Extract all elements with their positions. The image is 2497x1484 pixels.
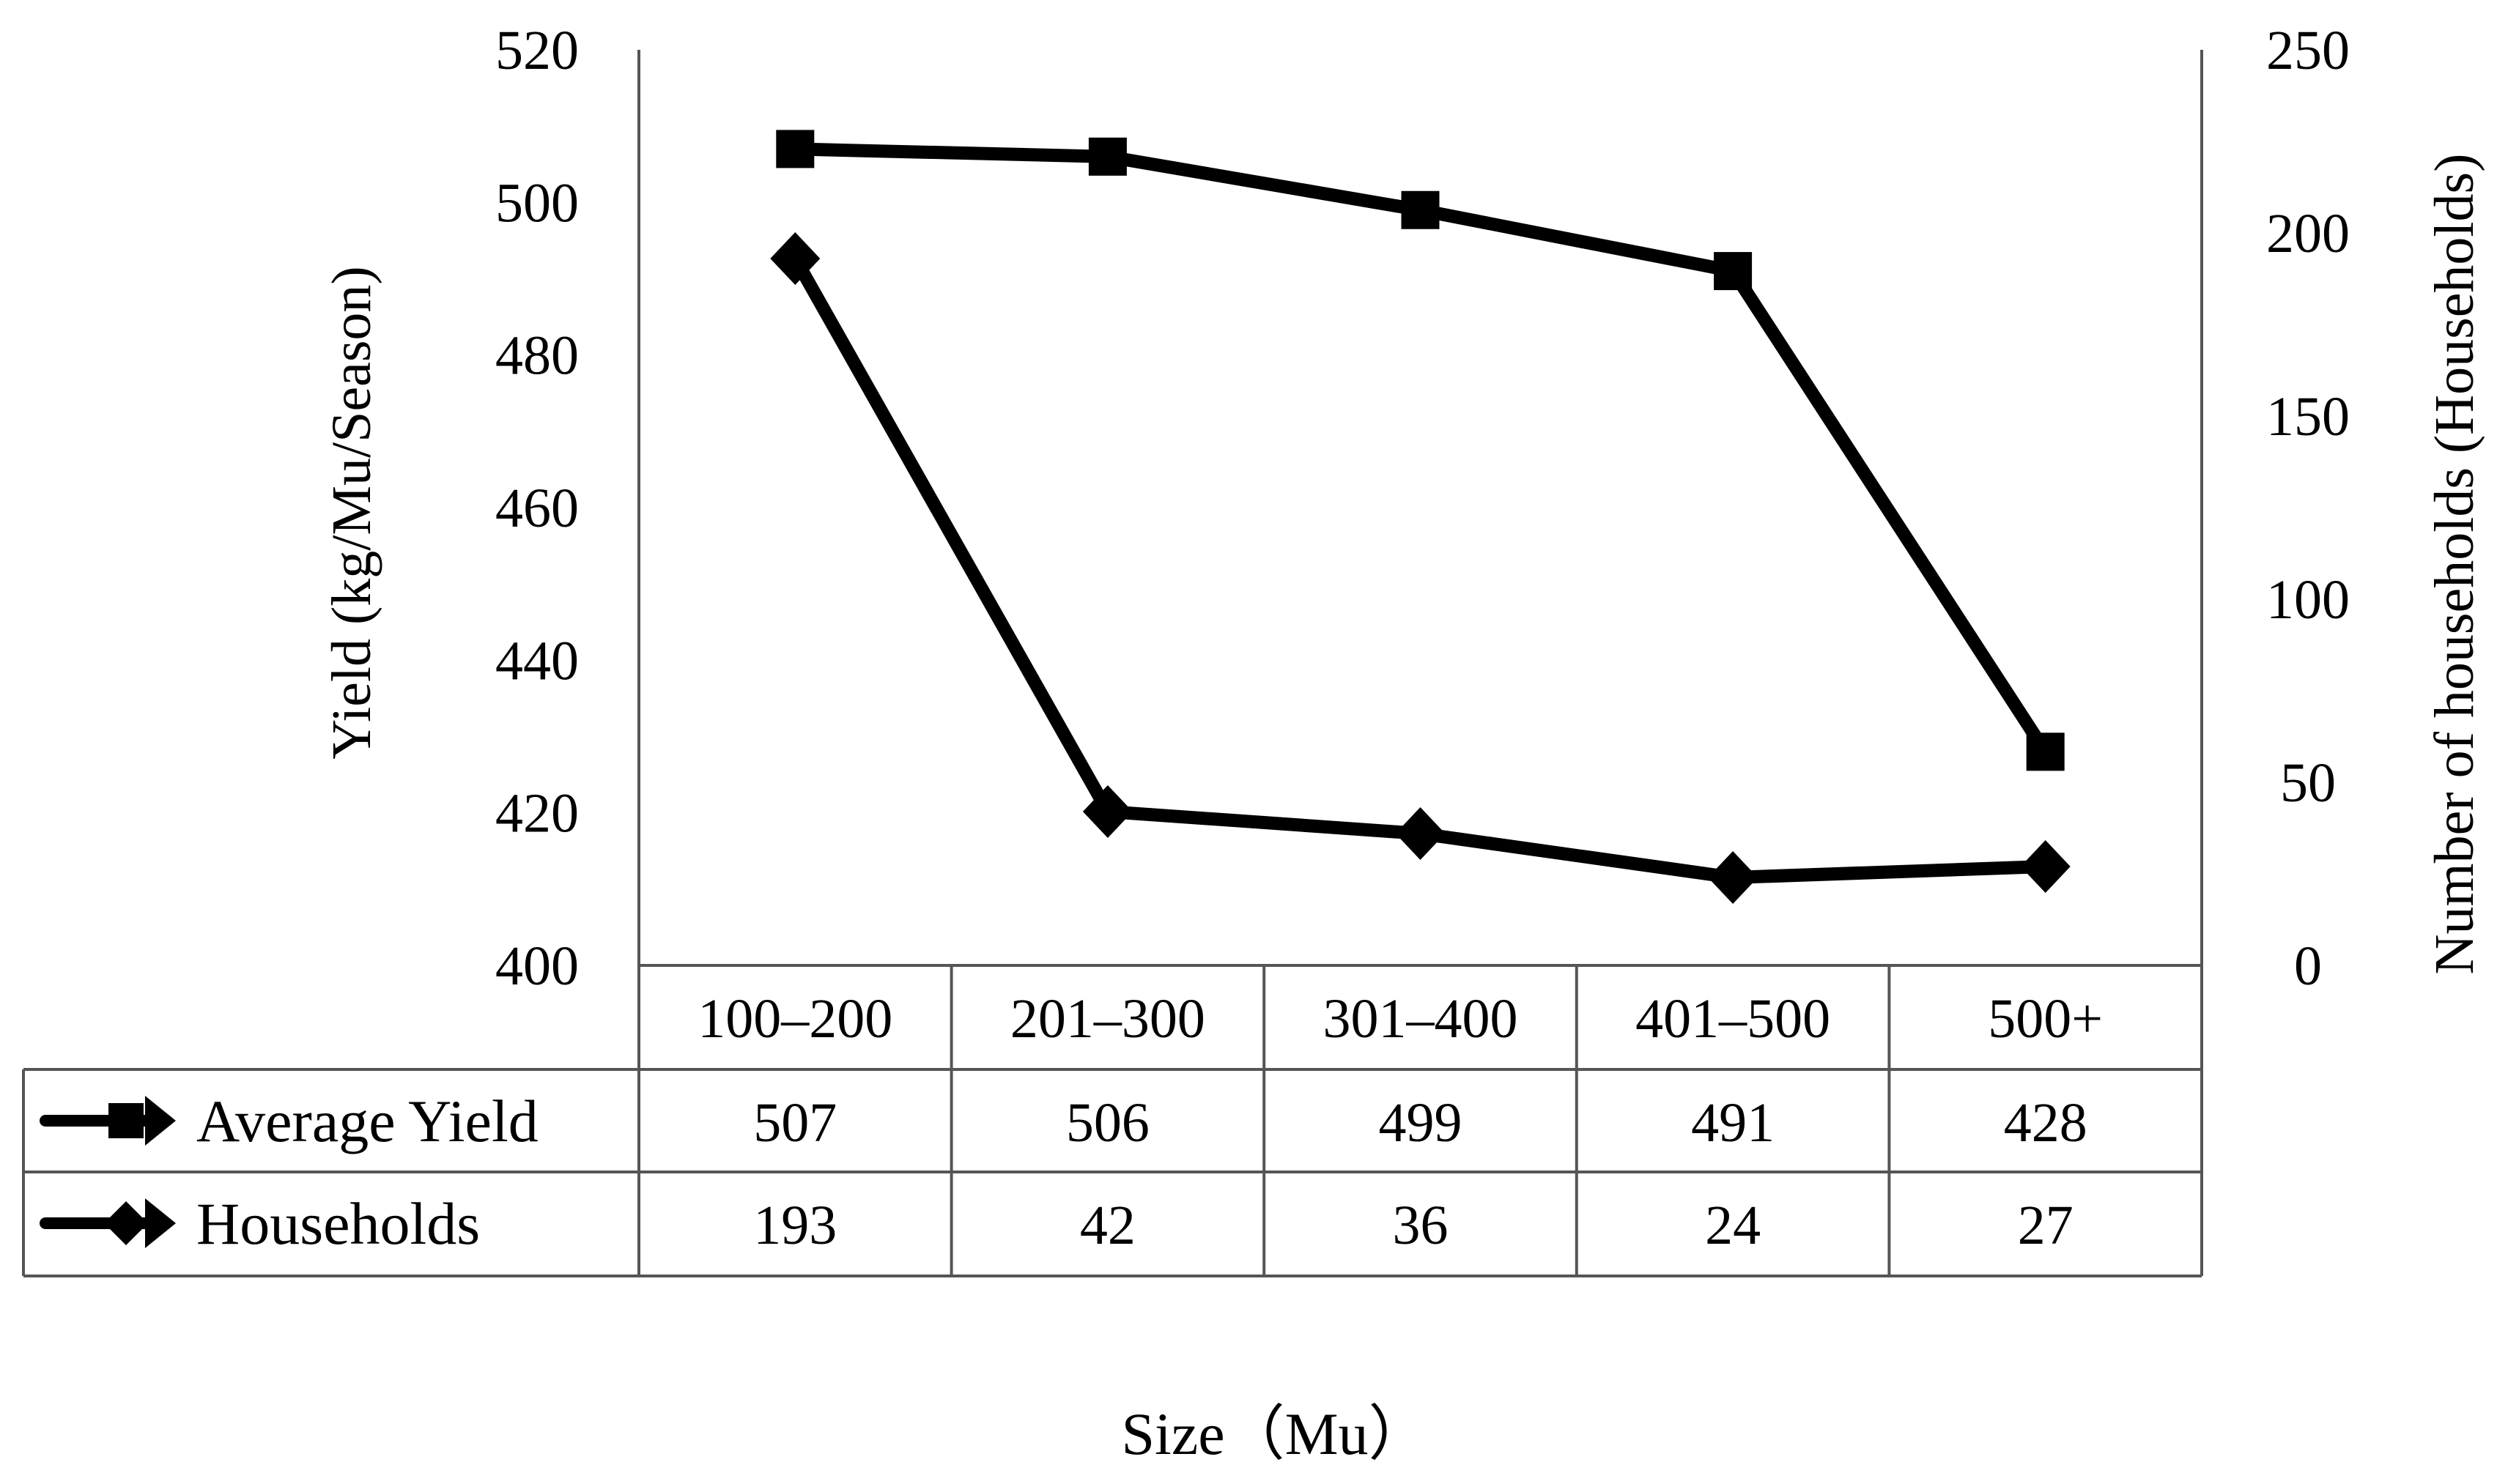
table-value: 193 — [753, 1195, 837, 1256]
category-label: 401–500 — [1635, 988, 1830, 1050]
table-value: 491 — [1691, 1092, 1775, 1154]
table-value: 507 — [753, 1092, 837, 1154]
left-tick-label: 520 — [495, 20, 579, 81]
left-tick-label: 460 — [495, 478, 579, 539]
right-tick-label: 50 — [2280, 752, 2336, 814]
point-marker-square — [2026, 732, 2065, 771]
point-marker-square — [1088, 137, 1127, 176]
legend-key-square — [40, 1096, 176, 1146]
left-axis-title: Yield (kg/Mu/Season) — [321, 266, 382, 759]
right-axis-title: Number of households (Households) — [2424, 154, 2485, 975]
series-line-square — [788, 142, 2052, 759]
series-line-diamond — [788, 252, 2052, 884]
table-value: 36 — [1393, 1195, 1449, 1256]
left-tick-label: 480 — [495, 325, 579, 387]
chart-frame — [637, 50, 2203, 1276]
point-marker-square — [776, 130, 815, 168]
left-tick-label: 500 — [495, 172, 579, 234]
right-axis-ticks: 0 50 100 150 200 250 — [2266, 20, 2350, 997]
legend-label: Households — [196, 1190, 480, 1257]
point-marker-diamond — [1708, 851, 1758, 904]
left-tick-label: 420 — [495, 783, 579, 845]
table-value: 506 — [1066, 1092, 1150, 1154]
table-value: 27 — [2018, 1195, 2074, 1256]
table-value: 428 — [2004, 1092, 2087, 1154]
right-tick-label: 100 — [2266, 569, 2350, 631]
series-lines — [770, 130, 2071, 904]
table-value: 499 — [1379, 1092, 1462, 1154]
point-marker-diamond — [1082, 785, 1133, 838]
point-marker-square — [1714, 252, 1753, 291]
x-axis-title: Size（Mu） — [1121, 1400, 1428, 1467]
point-marker-diamond — [1395, 807, 1446, 860]
legend-key-diamond — [40, 1198, 176, 1248]
point-marker-diamond — [770, 232, 821, 285]
left-axis-ticks: 400 420 440 460 480 500 520 — [495, 20, 579, 997]
category-label: 100–200 — [698, 988, 892, 1050]
category-label: 301–400 — [1323, 988, 1518, 1050]
right-tick-label: 0 — [2294, 935, 2322, 997]
category-label: 201–300 — [1010, 988, 1205, 1050]
left-tick-label: 400 — [495, 935, 579, 997]
legend-label: Average Yield — [196, 1088, 539, 1154]
right-tick-label: 200 — [2266, 203, 2350, 264]
category-label: 500+ — [1988, 988, 2103, 1050]
point-marker-square — [1401, 190, 1440, 229]
table-value: 42 — [1080, 1195, 1136, 1256]
left-tick-label: 440 — [495, 630, 579, 691]
right-tick-label: 250 — [2266, 20, 2350, 81]
point-marker-diamond — [2020, 840, 2071, 893]
right-tick-label: 150 — [2266, 386, 2350, 448]
table-value: 24 — [1705, 1195, 1761, 1256]
data-table: 100–200 201–300 301–400 401–500 500+ Average … — [22, 964, 2202, 1277]
